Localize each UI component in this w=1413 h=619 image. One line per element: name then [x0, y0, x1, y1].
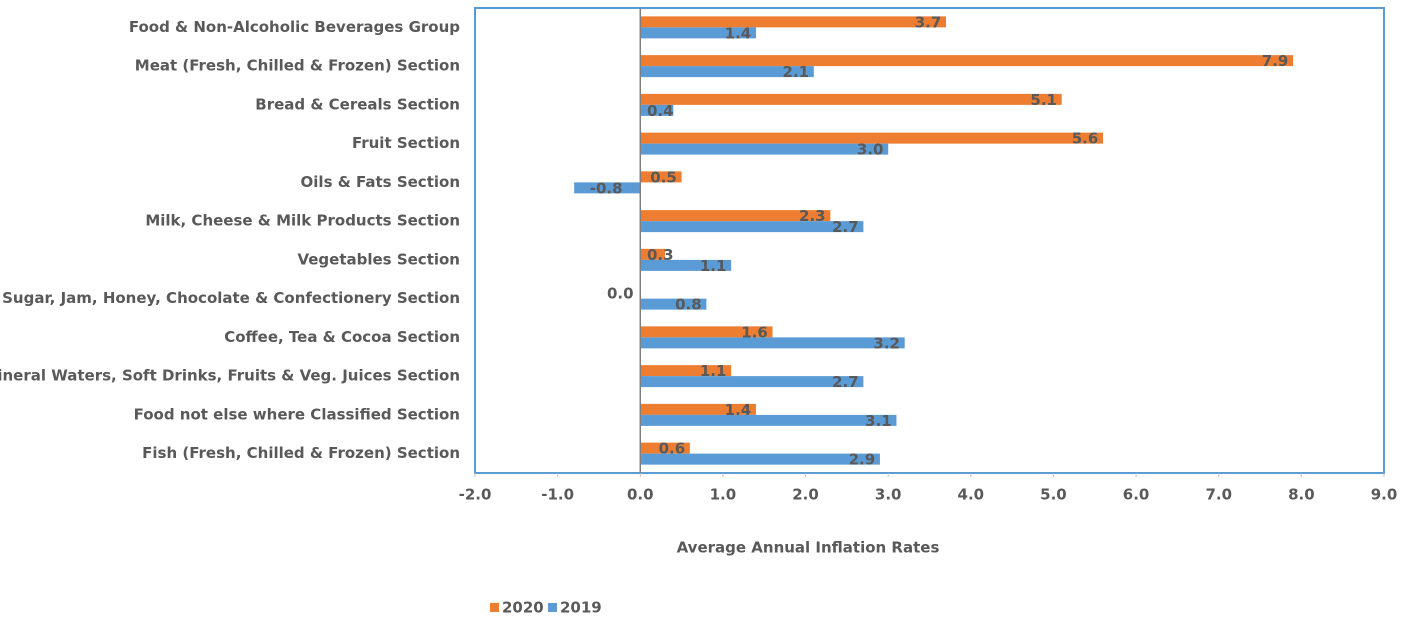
bar	[640, 104, 674, 116]
data-label: 2.7	[832, 218, 859, 236]
bar	[640, 221, 864, 233]
data-label: 7.9	[1262, 52, 1289, 70]
category-label: Bread & Cereals Section	[255, 95, 460, 113]
x-tick-label: 5.0	[1040, 486, 1067, 504]
data-label: 2.3	[799, 207, 826, 225]
category-label: Vegetables Section	[297, 250, 460, 268]
bar	[574, 182, 641, 194]
bar	[640, 143, 889, 155]
x-tick-label: 7.0	[1205, 486, 1232, 504]
data-label: 3.7	[915, 13, 942, 31]
data-label: 5.6	[1072, 130, 1099, 148]
x-tick-label: 1.0	[710, 486, 737, 504]
bar	[640, 248, 666, 260]
bar	[640, 453, 880, 465]
x-tick-label: 0.0	[627, 486, 654, 504]
plot-frame	[474, 7, 1385, 474]
bar	[640, 259, 732, 271]
data-label: 0.5	[650, 168, 677, 186]
data-label: 1.4	[725, 24, 752, 42]
x-tick-label: 4.0	[958, 486, 985, 504]
data-label: 2.1	[783, 63, 810, 81]
x-tick-label: 9.0	[1371, 486, 1398, 504]
bar	[640, 66, 814, 78]
bar	[640, 55, 1294, 67]
data-label: 1.1	[700, 362, 727, 380]
x-tick-label: 2.0	[792, 486, 819, 504]
data-label: -0.8	[590, 179, 623, 197]
bar	[640, 27, 756, 39]
x-tick-label: -1.0	[541, 486, 574, 504]
data-label: 2.7	[832, 373, 859, 391]
category-label: Food & Non-Alcoholic Beverages Group	[129, 18, 460, 36]
data-label: 3.0	[857, 141, 884, 159]
bar	[640, 403, 756, 415]
bar	[640, 337, 905, 349]
bar	[640, 298, 707, 310]
x-tick-label: -2.0	[459, 486, 492, 504]
data-label: 1.1	[700, 257, 727, 275]
x-tick-label: 3.0	[875, 486, 902, 504]
data-label: 0.0	[607, 285, 634, 303]
category-label: Fruit Section	[352, 134, 460, 152]
bar	[640, 16, 947, 28]
bar	[640, 414, 897, 426]
legend-label: 2020	[502, 599, 544, 617]
data-label: 0.4	[647, 102, 674, 120]
category-label: Mineral Waters, Soft Drinks, Fruits & Ve…	[0, 367, 460, 385]
category-label: Meat (Fresh, Chilled & Frozen) Section	[135, 57, 460, 75]
category-label: Coffee, Tea & Cocoa Section	[224, 328, 460, 346]
data-label: 1.6	[741, 323, 768, 341]
bar	[640, 326, 773, 338]
legend-swatch	[548, 603, 557, 612]
bar	[640, 93, 1062, 105]
bar	[640, 171, 682, 183]
category-label: Food not else where Classified Section	[134, 405, 460, 423]
data-label: 3.2	[873, 334, 900, 352]
data-label: 1.4	[725, 401, 752, 419]
x-axis-title: Average Annual Inflation Rates	[677, 539, 940, 557]
bar	[640, 442, 690, 454]
category-label: Sugar, Jam, Honey, Chocolate & Confectio…	[2, 289, 460, 307]
legend-label: 2019	[560, 599, 602, 617]
data-label: 5.1	[1030, 91, 1057, 109]
category-label: Fish (Fresh, Chilled & Frozen) Section	[142, 444, 460, 462]
bar	[640, 210, 831, 222]
data-label: 3.1	[865, 412, 892, 430]
data-label: 0.3	[647, 246, 674, 264]
data-label: 0.6	[659, 440, 686, 458]
x-tick-label: 6.0	[1123, 486, 1150, 504]
data-label: 2.9	[849, 451, 876, 469]
bar	[640, 132, 1104, 144]
category-label: Milk, Cheese & Milk Products Section	[145, 212, 460, 230]
data-label: 0.8	[675, 296, 702, 314]
legend-swatch	[490, 603, 499, 612]
bar	[640, 376, 864, 388]
bar	[640, 365, 732, 377]
x-tick-label: 8.0	[1288, 486, 1315, 504]
category-label: Oils & Fats Section	[301, 173, 460, 191]
